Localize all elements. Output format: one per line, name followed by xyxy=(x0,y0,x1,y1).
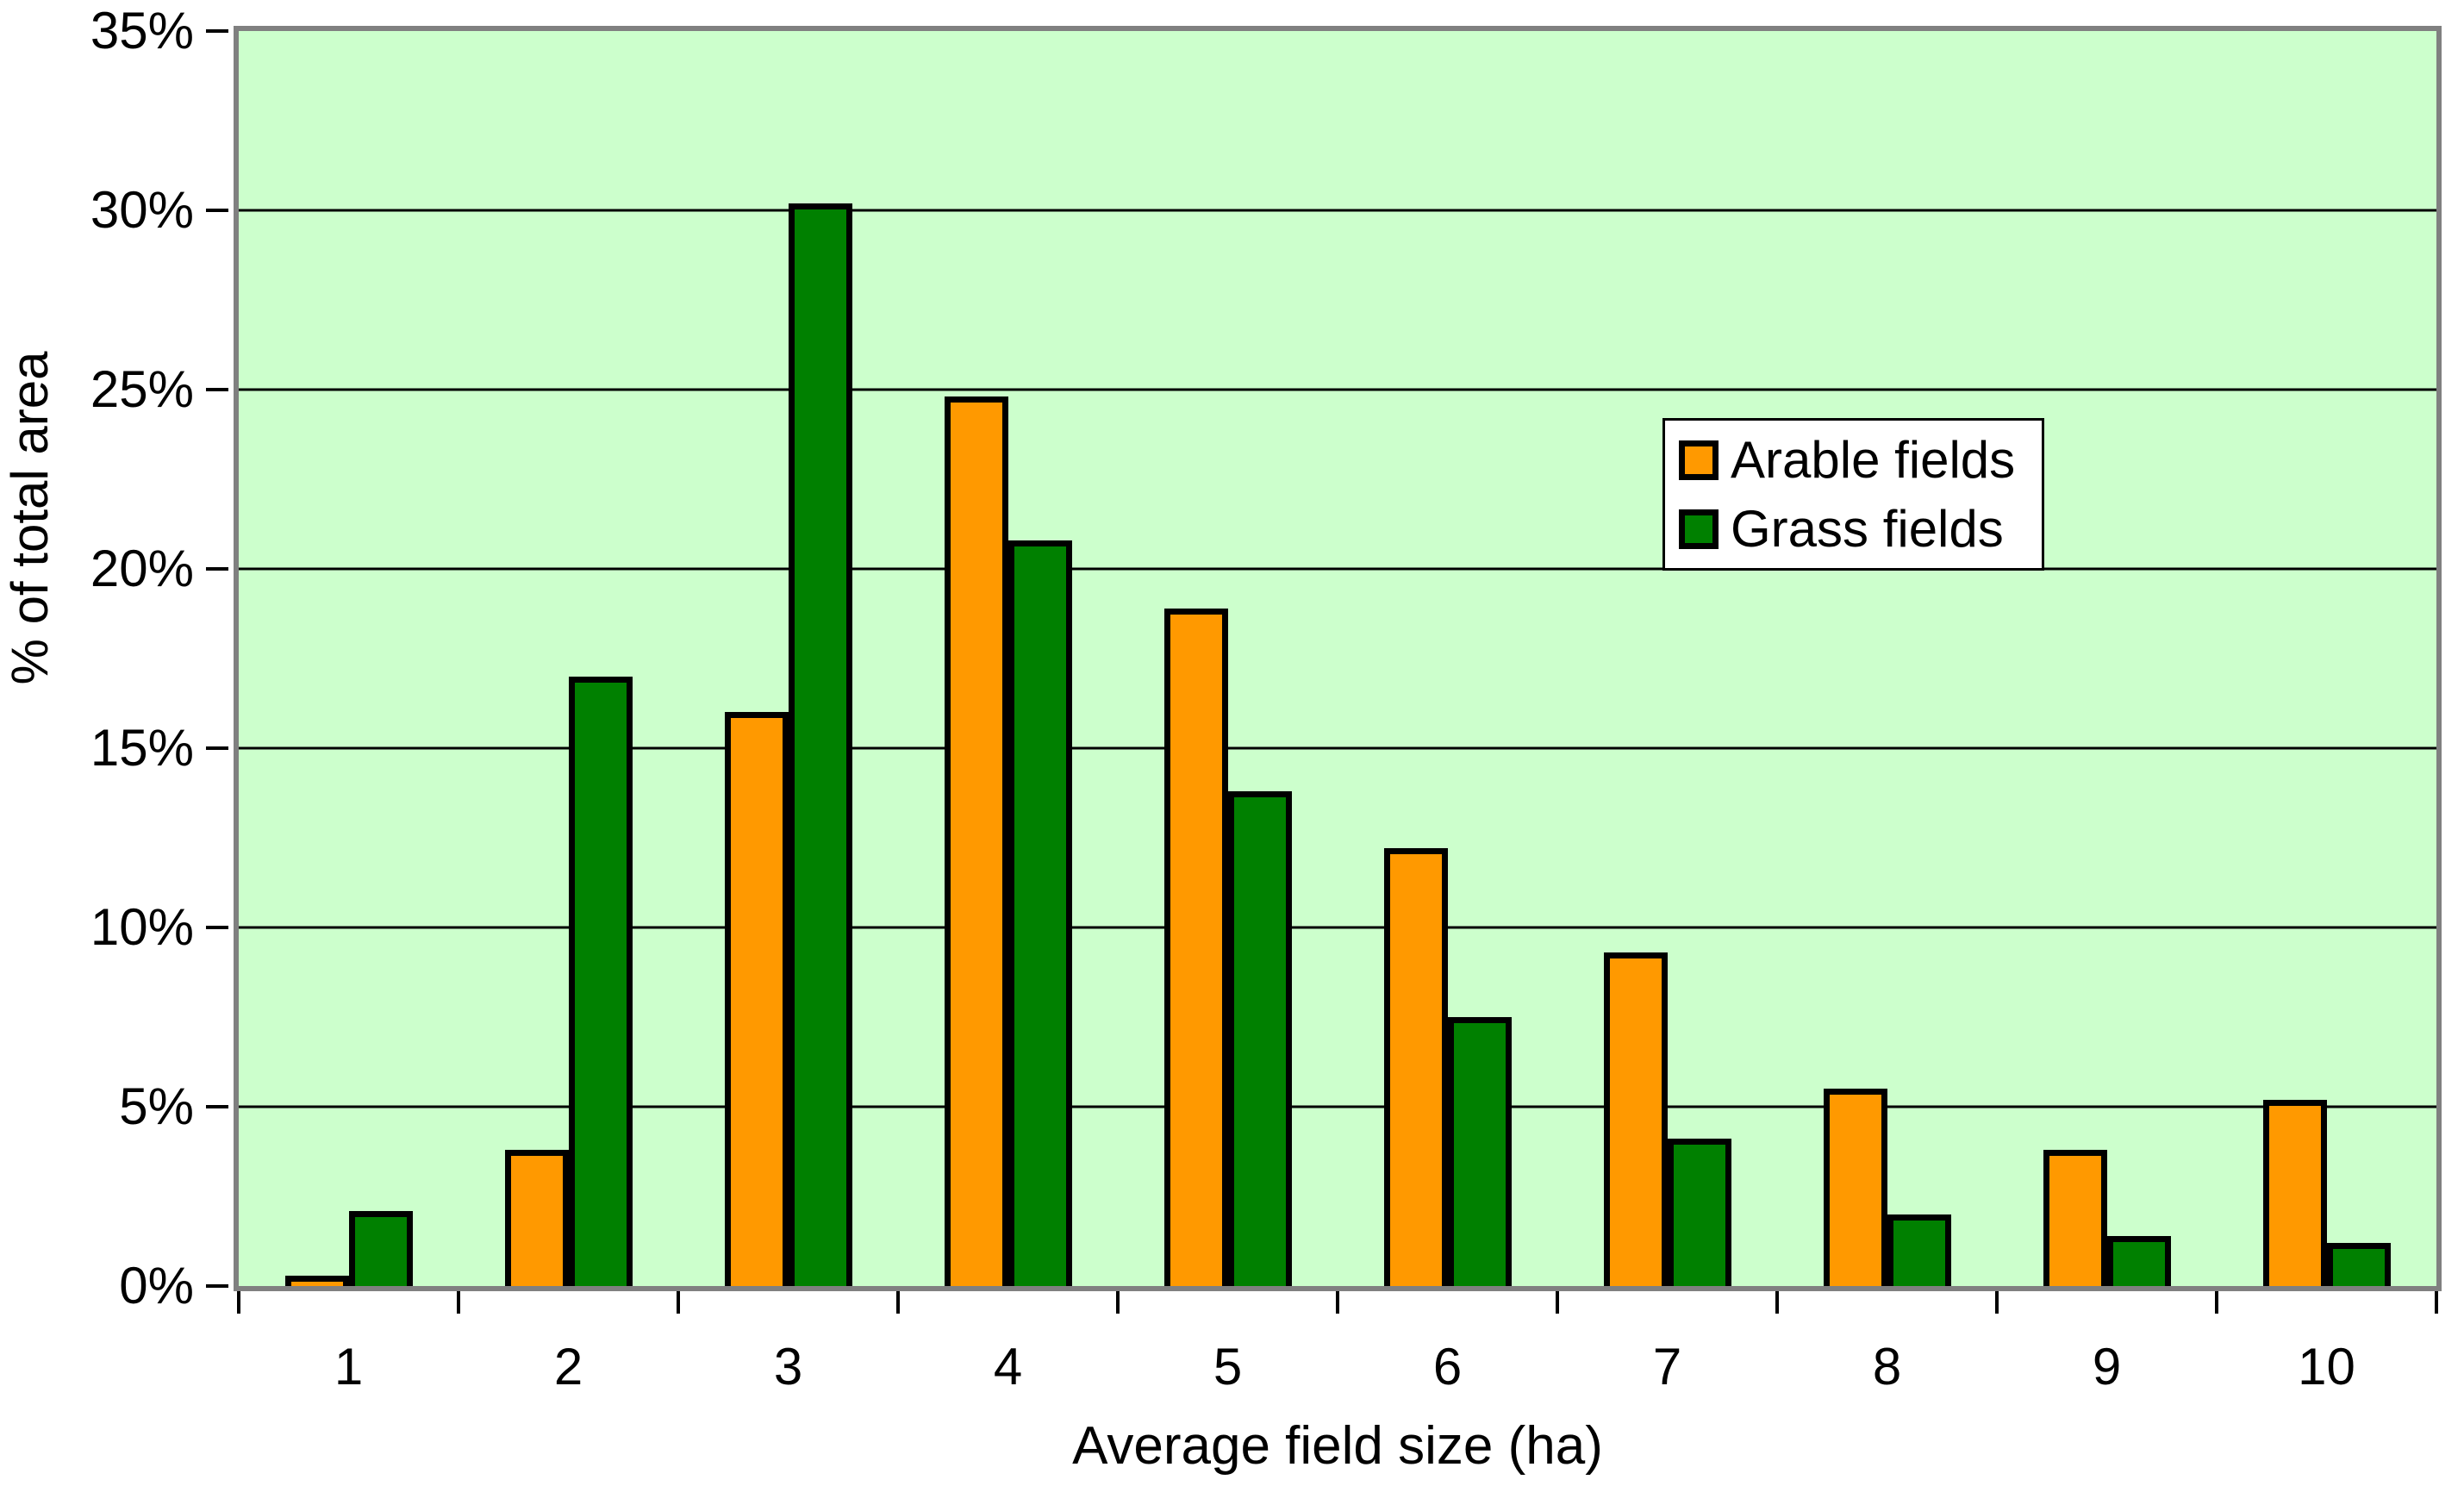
bar-arable-fields-cat5 xyxy=(1163,609,1228,1286)
bar-grass-fields-cat1 xyxy=(348,1211,413,1286)
x-tick-6 xyxy=(1556,1291,1559,1314)
x-tick-9 xyxy=(2215,1291,2218,1314)
bar-grass-fields-cat7 xyxy=(1667,1139,1731,1286)
x-tick-label-9: 9 xyxy=(2092,1338,2122,1395)
bar-grass-fields-cat4 xyxy=(1007,540,1072,1286)
plot-area: Arable fields Grass fields xyxy=(234,26,2442,1291)
x-tick-1 xyxy=(457,1291,460,1314)
bar-grass-fields-cat6 xyxy=(1447,1017,1512,1286)
bar-arable-fields-cat6 xyxy=(1383,848,1448,1286)
x-tick-0 xyxy=(237,1291,240,1314)
gridline-20 xyxy=(239,567,2436,571)
x-tick-4 xyxy=(1116,1291,1120,1314)
gridline-25 xyxy=(239,388,2436,391)
y-tick-15% xyxy=(206,746,228,750)
legend-swatch-icon xyxy=(1679,440,1719,480)
y-tick-20% xyxy=(206,567,228,571)
y-tick-10% xyxy=(206,926,228,929)
x-tick-8 xyxy=(1995,1291,1999,1314)
legend-item-grass-fields: Grass fields xyxy=(1679,499,2042,558)
bar-grass-fields-cat9 xyxy=(2106,1236,2171,1286)
x-tick-5 xyxy=(1336,1291,1339,1314)
gridline-30 xyxy=(239,209,2436,212)
bar-arable-fields-cat10 xyxy=(2262,1100,2327,1286)
bar-grass-fields-cat3 xyxy=(788,203,852,1286)
y-tick-label-0%: 0% xyxy=(119,1257,194,1314)
x-tick-label-4: 4 xyxy=(993,1338,1023,1395)
bar-arable-fields-cat4 xyxy=(944,396,1008,1286)
x-tick-label-10: 10 xyxy=(2298,1338,2355,1395)
bar-arable-fields-cat8 xyxy=(1823,1089,1887,1286)
x-tick-label-1: 1 xyxy=(334,1338,364,1395)
bar-grass-fields-cat8 xyxy=(1887,1214,1951,1286)
x-axis-title: Average field size (ha) xyxy=(1072,1416,1603,1476)
y-tick-label-30%: 30% xyxy=(90,181,194,239)
x-tick-10 xyxy=(2435,1291,2438,1314)
y-tick-label-10%: 10% xyxy=(90,898,194,956)
x-tick-label-6: 6 xyxy=(1432,1338,1463,1395)
bar-arable-fields-cat7 xyxy=(1603,952,1668,1286)
y-tick-5% xyxy=(206,1105,228,1108)
y-tick-label-20%: 20% xyxy=(90,540,194,597)
x-tick-label-8: 8 xyxy=(1872,1338,1902,1395)
bar-grass-fields-cat2 xyxy=(568,677,633,1286)
bar-arable-fields-cat3 xyxy=(724,712,789,1286)
y-tick-label-25%: 25% xyxy=(90,360,194,418)
legend-label: Arable fields xyxy=(1731,430,2016,489)
legend-item-arable-fields: Arable fields xyxy=(1679,430,2042,489)
legend-swatch-icon xyxy=(1679,509,1719,549)
legend-label: Grass fields xyxy=(1731,499,2004,558)
y-tick-25% xyxy=(206,388,228,391)
y-tick-35% xyxy=(206,29,228,33)
bar-arable-fields-cat2 xyxy=(504,1150,569,1286)
y-tick-label-5%: 5% xyxy=(119,1077,194,1135)
gridline-10 xyxy=(239,926,2436,929)
legend: Arable fields Grass fields xyxy=(1662,418,2044,571)
x-tick-7 xyxy=(1775,1291,1779,1314)
y-tick-30% xyxy=(206,209,228,212)
x-tick-2 xyxy=(677,1291,680,1314)
x-tick-label-7: 7 xyxy=(1652,1338,1682,1395)
y-tick-label-35%: 35% xyxy=(90,2,194,59)
y-tick-label-15%: 15% xyxy=(90,719,194,777)
x-tick-3 xyxy=(896,1291,900,1314)
bar-arable-fields-cat1 xyxy=(284,1276,349,1286)
bar-grass-fields-cat10 xyxy=(2326,1243,2391,1286)
x-tick-label-3: 3 xyxy=(773,1338,803,1395)
gridline-15 xyxy=(239,746,2436,750)
y-tick-0% xyxy=(206,1284,228,1288)
bar-grass-fields-cat5 xyxy=(1227,791,1292,1286)
gridline-5 xyxy=(239,1105,2436,1108)
x-tick-label-2: 2 xyxy=(553,1338,583,1395)
bar-arable-fields-cat9 xyxy=(2043,1150,2107,1286)
x-tick-label-5: 5 xyxy=(1213,1338,1243,1395)
